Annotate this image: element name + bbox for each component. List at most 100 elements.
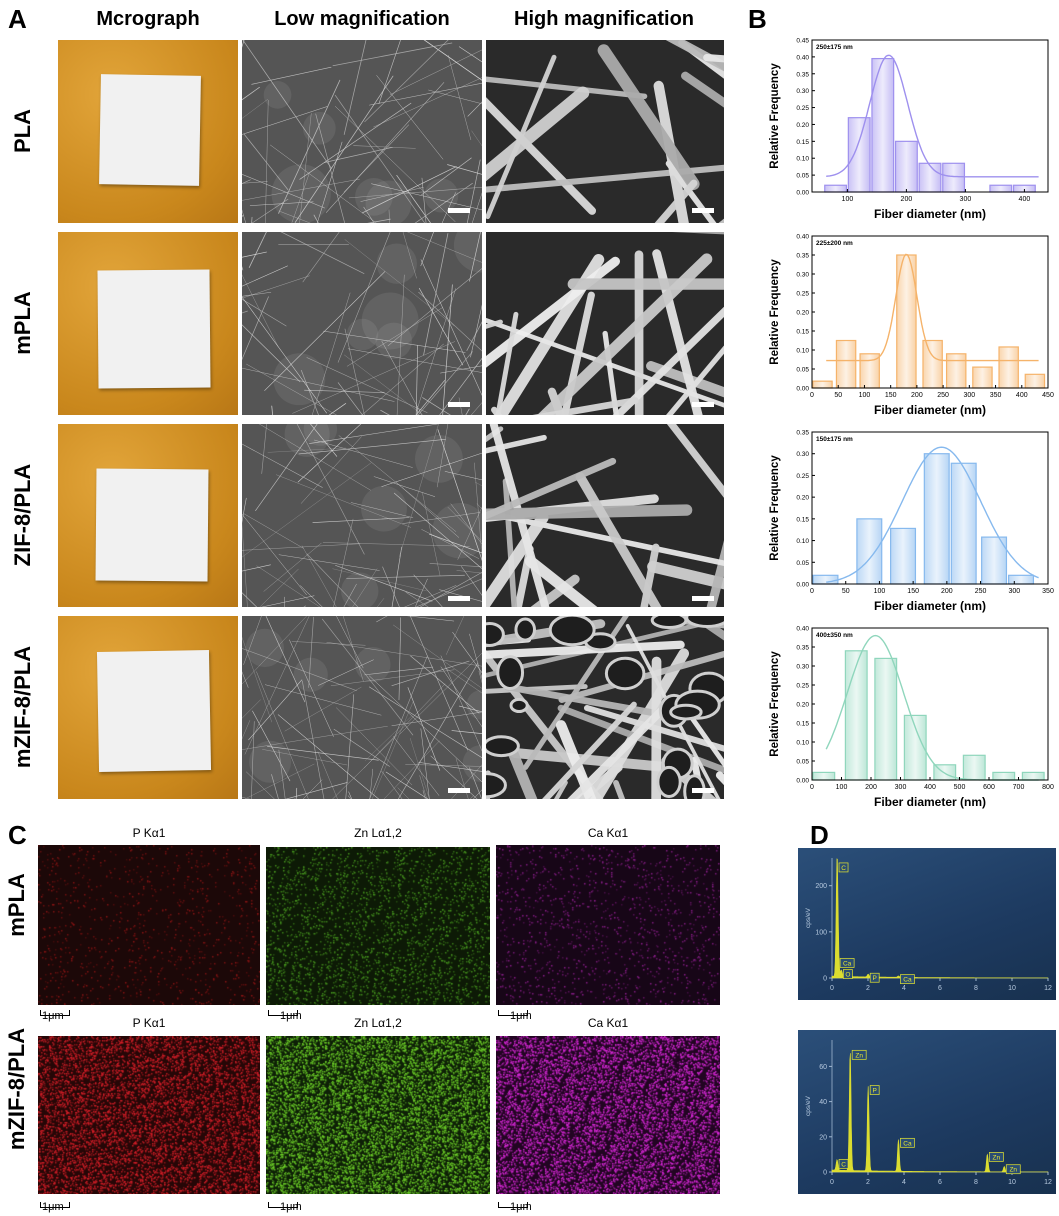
histogram-annotation: 150±175 nm <box>816 436 853 443</box>
histogram-bar <box>1021 771 1045 781</box>
micrograph-photo-pla <box>58 40 238 223</box>
histogram-mpla: 0.00 0.05 0.10 0.15 0.20 0.25 0.30 0.35 0.40 0 50 1… <box>769 234 1054 418</box>
membrane-sheet <box>95 468 209 582</box>
peak-label: P <box>869 972 880 983</box>
y-tick-label: 60 <box>819 1064 827 1071</box>
svg-text:Ca: Ca <box>903 977 912 984</box>
y-tick-label: 0.35 <box>796 430 809 437</box>
x-tick-label: 10 <box>1008 985 1016 992</box>
y-tick-label: 0.40 <box>796 54 809 61</box>
x-tick-label: 200 <box>901 196 913 203</box>
x-tick-label: 0 <box>810 392 814 399</box>
plot-frame <box>811 431 1049 585</box>
histogram-bar <box>945 353 967 389</box>
fit-curve <box>826 446 1039 583</box>
x-tick-label: 700 <box>1013 784 1025 791</box>
histogram-annotation: 400±350 nm <box>816 632 853 639</box>
scale-bar <box>448 402 470 407</box>
x-tick-label: 300 <box>960 196 972 203</box>
um-scale-bar <box>268 1202 298 1208</box>
sem-low-mag-mzif8-pla <box>242 616 482 799</box>
map-title-p: P Kα1 <box>132 1016 166 1030</box>
y-tick-label: 0.35 <box>796 645 809 652</box>
x-tick-label: 200 <box>911 392 923 399</box>
y-tick-label: 0.15 <box>796 721 809 728</box>
x-tick-label: 200 <box>941 588 953 595</box>
peak-label: C <box>838 1159 849 1169</box>
histogram-bar <box>962 754 986 781</box>
x-tick-label: 400 <box>1016 392 1028 399</box>
um-scale-label: 1μm <box>280 1201 302 1213</box>
micrograph-photo-mzif8-pla <box>58 616 238 799</box>
sem-high-mag-mpla <box>486 232 724 415</box>
x-tick-label: 0 <box>830 1179 834 1186</box>
y-tick-label: 0.05 <box>796 367 809 374</box>
x-tick-label: 400 <box>1019 196 1031 203</box>
x-tick-label: 2 <box>866 1179 870 1186</box>
y-tick-label: 0.25 <box>796 105 809 112</box>
x-axis-label: Fiber diameter (nm) <box>874 403 986 417</box>
um-scale-label: 1μm <box>42 1010 64 1022</box>
row-label-pla: PLA <box>10 109 35 153</box>
y-tick-label: 0.10 <box>796 538 809 545</box>
y-tick-label: 0.30 <box>796 664 809 671</box>
y-tick-label: 0.20 <box>796 495 809 502</box>
x-tick-label: 450 <box>1042 392 1054 399</box>
svg-text:O: O <box>845 972 850 979</box>
row-label-mpla: mPLA <box>10 291 35 355</box>
eds-map-zn-mzif8-pla <box>266 1036 490 1194</box>
svg-text:C: C <box>841 865 846 872</box>
histogram-bar <box>812 574 839 585</box>
histogram-bar <box>844 650 868 781</box>
svg-text:C: C <box>841 1161 846 1168</box>
um-scale-bar <box>498 1202 528 1208</box>
peak-label: Ca <box>900 1137 915 1148</box>
x-tick-label: 300 <box>963 392 975 399</box>
x-tick-label: 100 <box>836 784 848 791</box>
y-tick-label: 0.20 <box>796 122 809 129</box>
x-axis-label: Fiber diameter (nm) <box>874 795 986 809</box>
panel-letter-b: B <box>748 4 767 34</box>
histogram-bar <box>894 140 918 193</box>
svg-text:Zn: Zn <box>1009 1167 1017 1174</box>
peak-label: Ca <box>900 974 915 984</box>
histogram-bar <box>989 184 1013 193</box>
eds-map-ca-mzif8-pla <box>496 1036 720 1194</box>
x-tick-label: 4 <box>902 985 906 992</box>
sem-low-mag-pla <box>242 40 482 223</box>
x-tick-label: 250 <box>937 392 949 399</box>
spectrum-trace <box>831 858 1049 979</box>
histogram-bar <box>835 339 857 389</box>
y-tick-label: 40 <box>819 1099 827 1106</box>
svg-text:Ca: Ca <box>903 1140 912 1147</box>
x-tick-label: 0 <box>830 985 834 992</box>
x-axis-label: Fiber diameter (nm) <box>874 207 986 221</box>
histogram-annotation: 250±175 nm <box>816 44 853 51</box>
y-tick-label: 0.10 <box>796 156 809 163</box>
histogram-bar <box>1024 373 1046 389</box>
x-tick-label: 10 <box>1008 1179 1016 1186</box>
y-tick-label: 0 <box>823 1170 827 1177</box>
um-scale-bar <box>498 1010 528 1016</box>
panel-letter-c: C <box>8 820 27 850</box>
sem-high-mag-zif8-pla <box>486 424 724 607</box>
map-title-zn: Zn Lα1,2 <box>354 1016 402 1030</box>
x-axis-label: Fiber diameter (nm) <box>874 599 986 613</box>
y-tick-label: 0.15 <box>796 139 809 146</box>
y-tick-label: 0.10 <box>796 740 809 747</box>
histogram-bar <box>874 657 898 781</box>
histogram-bar <box>998 346 1019 389</box>
um-scale-label: 1μm <box>510 1010 532 1022</box>
histogram-bar <box>903 714 927 781</box>
peak-label: P <box>869 1085 880 1095</box>
x-tick-label: 100 <box>874 588 886 595</box>
y-axis-label: cps/eV <box>805 1095 812 1116</box>
x-tick-label: 12 <box>1044 1179 1052 1186</box>
um-scale-label: 1μm <box>510 1201 532 1213</box>
x-tick-label: 800 <box>1042 784 1054 791</box>
y-tick-label: 0.00 <box>796 778 809 785</box>
y-axis-label: Relative Frequency <box>769 259 781 365</box>
x-tick-label: 100 <box>842 196 854 203</box>
map-title-ca: Ca Kα1 <box>587 1016 629 1030</box>
row-label-c-mzif8-pla: mZIF-8/PLA <box>4 1027 29 1151</box>
